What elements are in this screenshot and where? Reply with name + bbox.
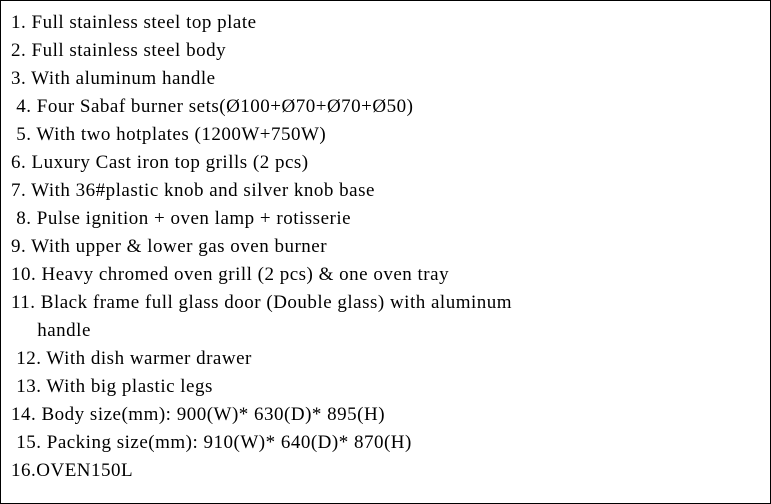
list-item: 3. With aluminum handle: [11, 65, 760, 93]
item-number: 11.: [11, 292, 36, 313]
list-item: 10. Heavy chromed oven grill (2 pcs) & o…: [11, 261, 760, 289]
item-text: Packing size(mm): 910(W)* 640(D)* 870(H): [47, 432, 412, 453]
list-item: 14. Body size(mm): 900(W)* 630(D)* 895(H…: [11, 401, 760, 429]
list-item: 4. Four Sabaf burner sets(Ø100+Ø70+Ø70+Ø…: [11, 93, 760, 121]
item-text: Body size(mm): 900(W)* 630(D)* 895(H): [42, 404, 386, 425]
list-item: 13. With big plastic legs: [11, 373, 760, 401]
item-text: With 36#plastic knob and silver knob bas…: [31, 180, 375, 201]
list-item: 9. With upper & lower gas oven burner: [11, 233, 760, 261]
item-text: With upper & lower gas oven burner: [31, 236, 327, 257]
item-number: 8.: [11, 208, 32, 229]
item-number: 10.: [11, 264, 36, 285]
list-item: 6. Luxury Cast iron top grills (2 pcs): [11, 149, 760, 177]
item-number: 16.: [11, 460, 36, 481]
item-number: 3.: [11, 68, 26, 89]
item-number: 14.: [11, 404, 36, 425]
list-item: 8. Pulse ignition + oven lamp + rotisser…: [11, 205, 760, 233]
item-number: 5.: [11, 124, 32, 145]
item-text: With dish warmer drawer: [46, 348, 251, 369]
list-item: 12. With dish warmer drawer: [11, 345, 760, 373]
list-item: 7. With 36#plastic knob and silver knob …: [11, 177, 760, 205]
item-number: 4.: [11, 96, 32, 117]
item-text: Heavy chromed oven grill (2 pcs) & one o…: [42, 264, 450, 285]
item-text: Full stainless steel top plate: [32, 12, 257, 33]
item-text: Four Sabaf burner sets(Ø100+Ø70+Ø70+Ø50): [37, 96, 414, 117]
item-number: 7.: [11, 180, 26, 201]
item-number: 9.: [11, 236, 26, 257]
item-text: Full stainless steel body: [32, 40, 227, 61]
item-text: Pulse ignition + oven lamp + rotisserie: [37, 208, 351, 229]
item-text: With big plastic legs: [46, 376, 212, 397]
item-text: With aluminum handle: [31, 68, 215, 89]
spec-sheet: 1. Full stainless steel top plate 2. Ful…: [0, 0, 771, 504]
item-text: Luxury Cast iron top grills (2 pcs): [32, 152, 309, 173]
item-text: handle: [37, 320, 91, 341]
item-number: 6.: [11, 152, 26, 173]
item-number: 13.: [11, 376, 42, 397]
item-text: OVEN150L: [36, 460, 133, 481]
list-item: 1. Full stainless steel top plate: [11, 9, 760, 37]
item-number: 12.: [11, 348, 42, 369]
list-item: 5. With two hotplates (1200W+750W): [11, 121, 760, 149]
list-item: 16.OVEN150L: [11, 457, 760, 485]
item-number: 15.: [11, 432, 42, 453]
list-item: 15. Packing size(mm): 910(W)* 640(D)* 87…: [11, 429, 760, 457]
item-text-continuation: handle: [11, 317, 760, 345]
item-text: With two hotplates (1200W+750W): [36, 124, 326, 145]
list-item: 11. Black frame full glass door (Double …: [11, 289, 760, 317]
item-number: 2.: [11, 40, 26, 61]
item-number: 1.: [11, 12, 26, 33]
list-item: 2. Full stainless steel body: [11, 37, 760, 65]
item-text: Black frame full glass door (Double glas…: [41, 292, 512, 313]
